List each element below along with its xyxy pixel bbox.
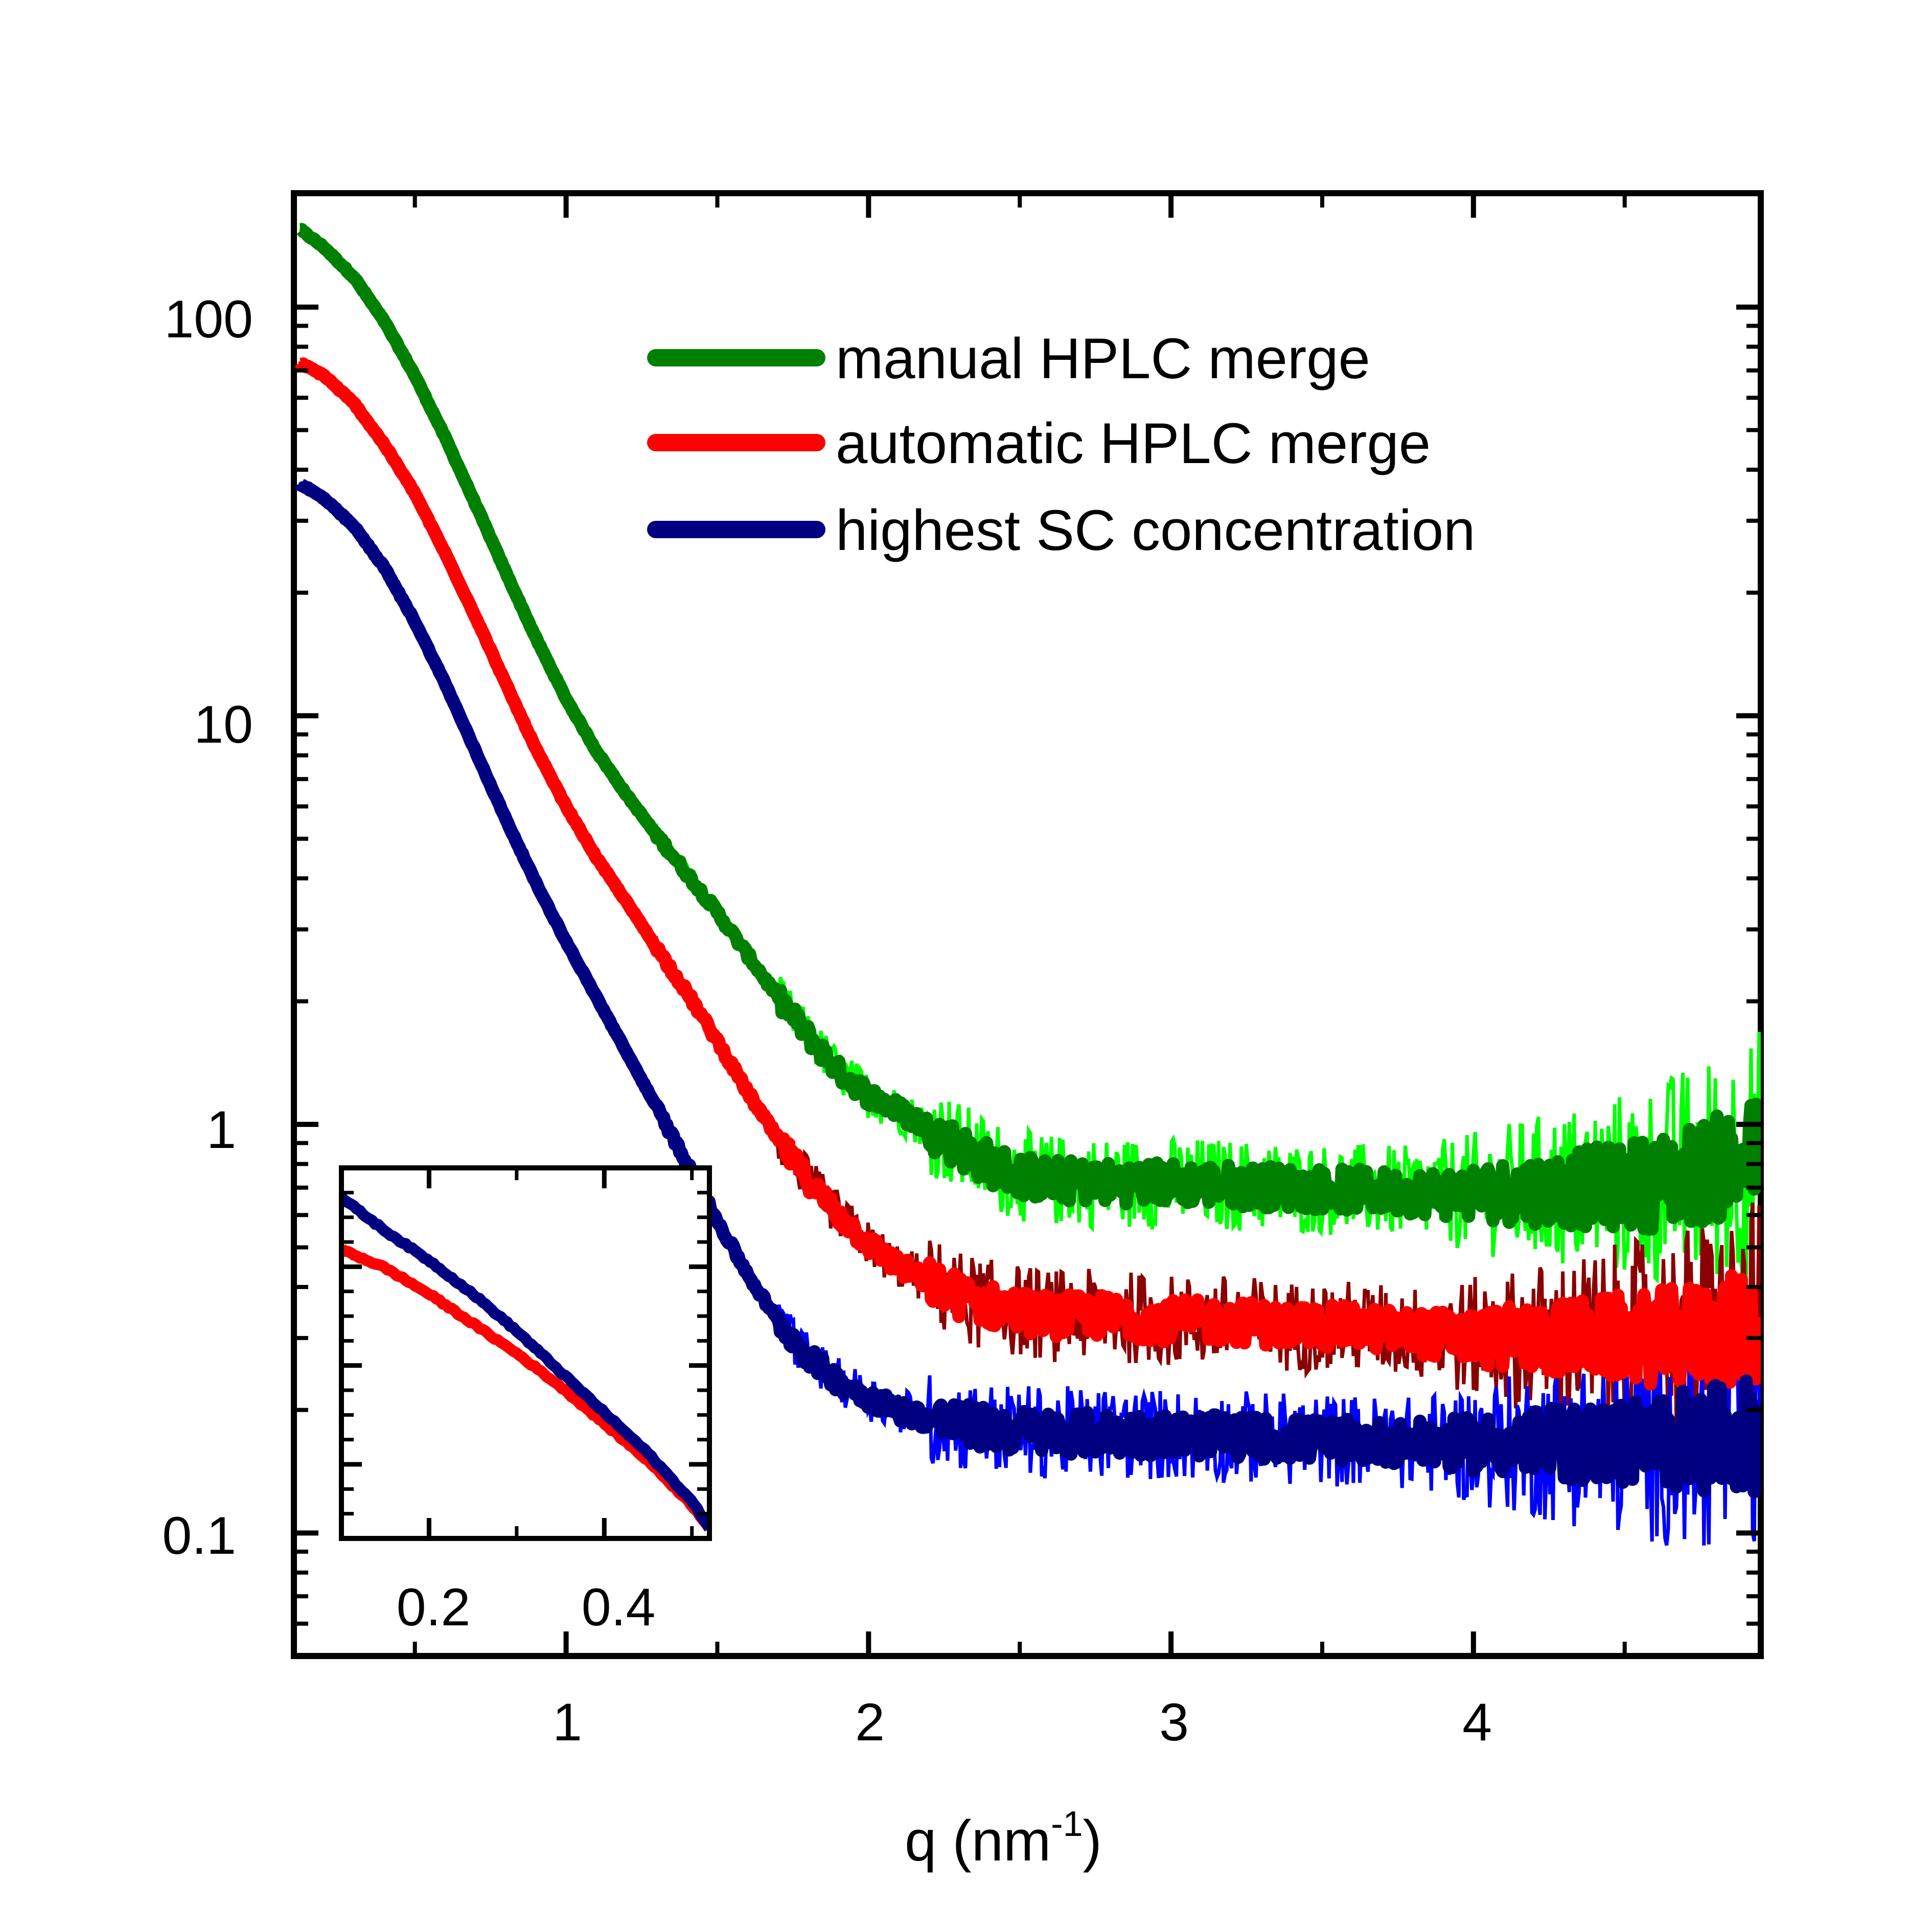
series-layer (294, 223, 1761, 1499)
inset-tick-layer (341, 1168, 709, 1538)
inset-x-tick-label-0-4: 0.4 (582, 1578, 656, 1637)
legend-label-manual: manual HPLC merge (836, 327, 1370, 390)
inset-series-layer (341, 1193, 709, 1532)
y-tick-label-10: 10 (194, 695, 253, 754)
x-tick-label-3: 3 (1159, 1693, 1189, 1752)
x-tick-label-4: 4 (1462, 1693, 1492, 1752)
series-line-highest-sc (294, 478, 1761, 1499)
x-axis-title-main: q (nm (905, 1809, 1051, 1873)
tick-layer (294, 193, 1761, 1658)
y-tick-label-1: 1 (206, 1100, 236, 1160)
x-axis-title: q (nm-1) (905, 1804, 1102, 1873)
legend-label-highest-sc: highest SC concentration (836, 498, 1475, 562)
y-tick-label-0-1: 0.1 (162, 1506, 236, 1566)
legend: manual HPLC merge automatic HPLC merge h… (647, 327, 1475, 562)
x-tick-label-2: 2 (855, 1693, 885, 1752)
x-tick-label-1: 1 (553, 1693, 582, 1752)
x-axis-title-suffix: ) (1083, 1809, 1102, 1873)
inset-x-tick-label-0-2: 0.2 (397, 1578, 471, 1637)
series-line-automatic (294, 357, 1761, 1391)
inset-frame (339, 1165, 712, 1541)
plot-frame (291, 190, 1764, 1659)
series-line-manual (295, 223, 1761, 1236)
legend-label-automatic: automatic HPLC merge (836, 411, 1431, 475)
y-tick-label-100: 100 (164, 290, 253, 349)
x-axis-title-superscript: -1 (1051, 1804, 1083, 1844)
inset-series-highest-sc (341, 1193, 709, 1531)
